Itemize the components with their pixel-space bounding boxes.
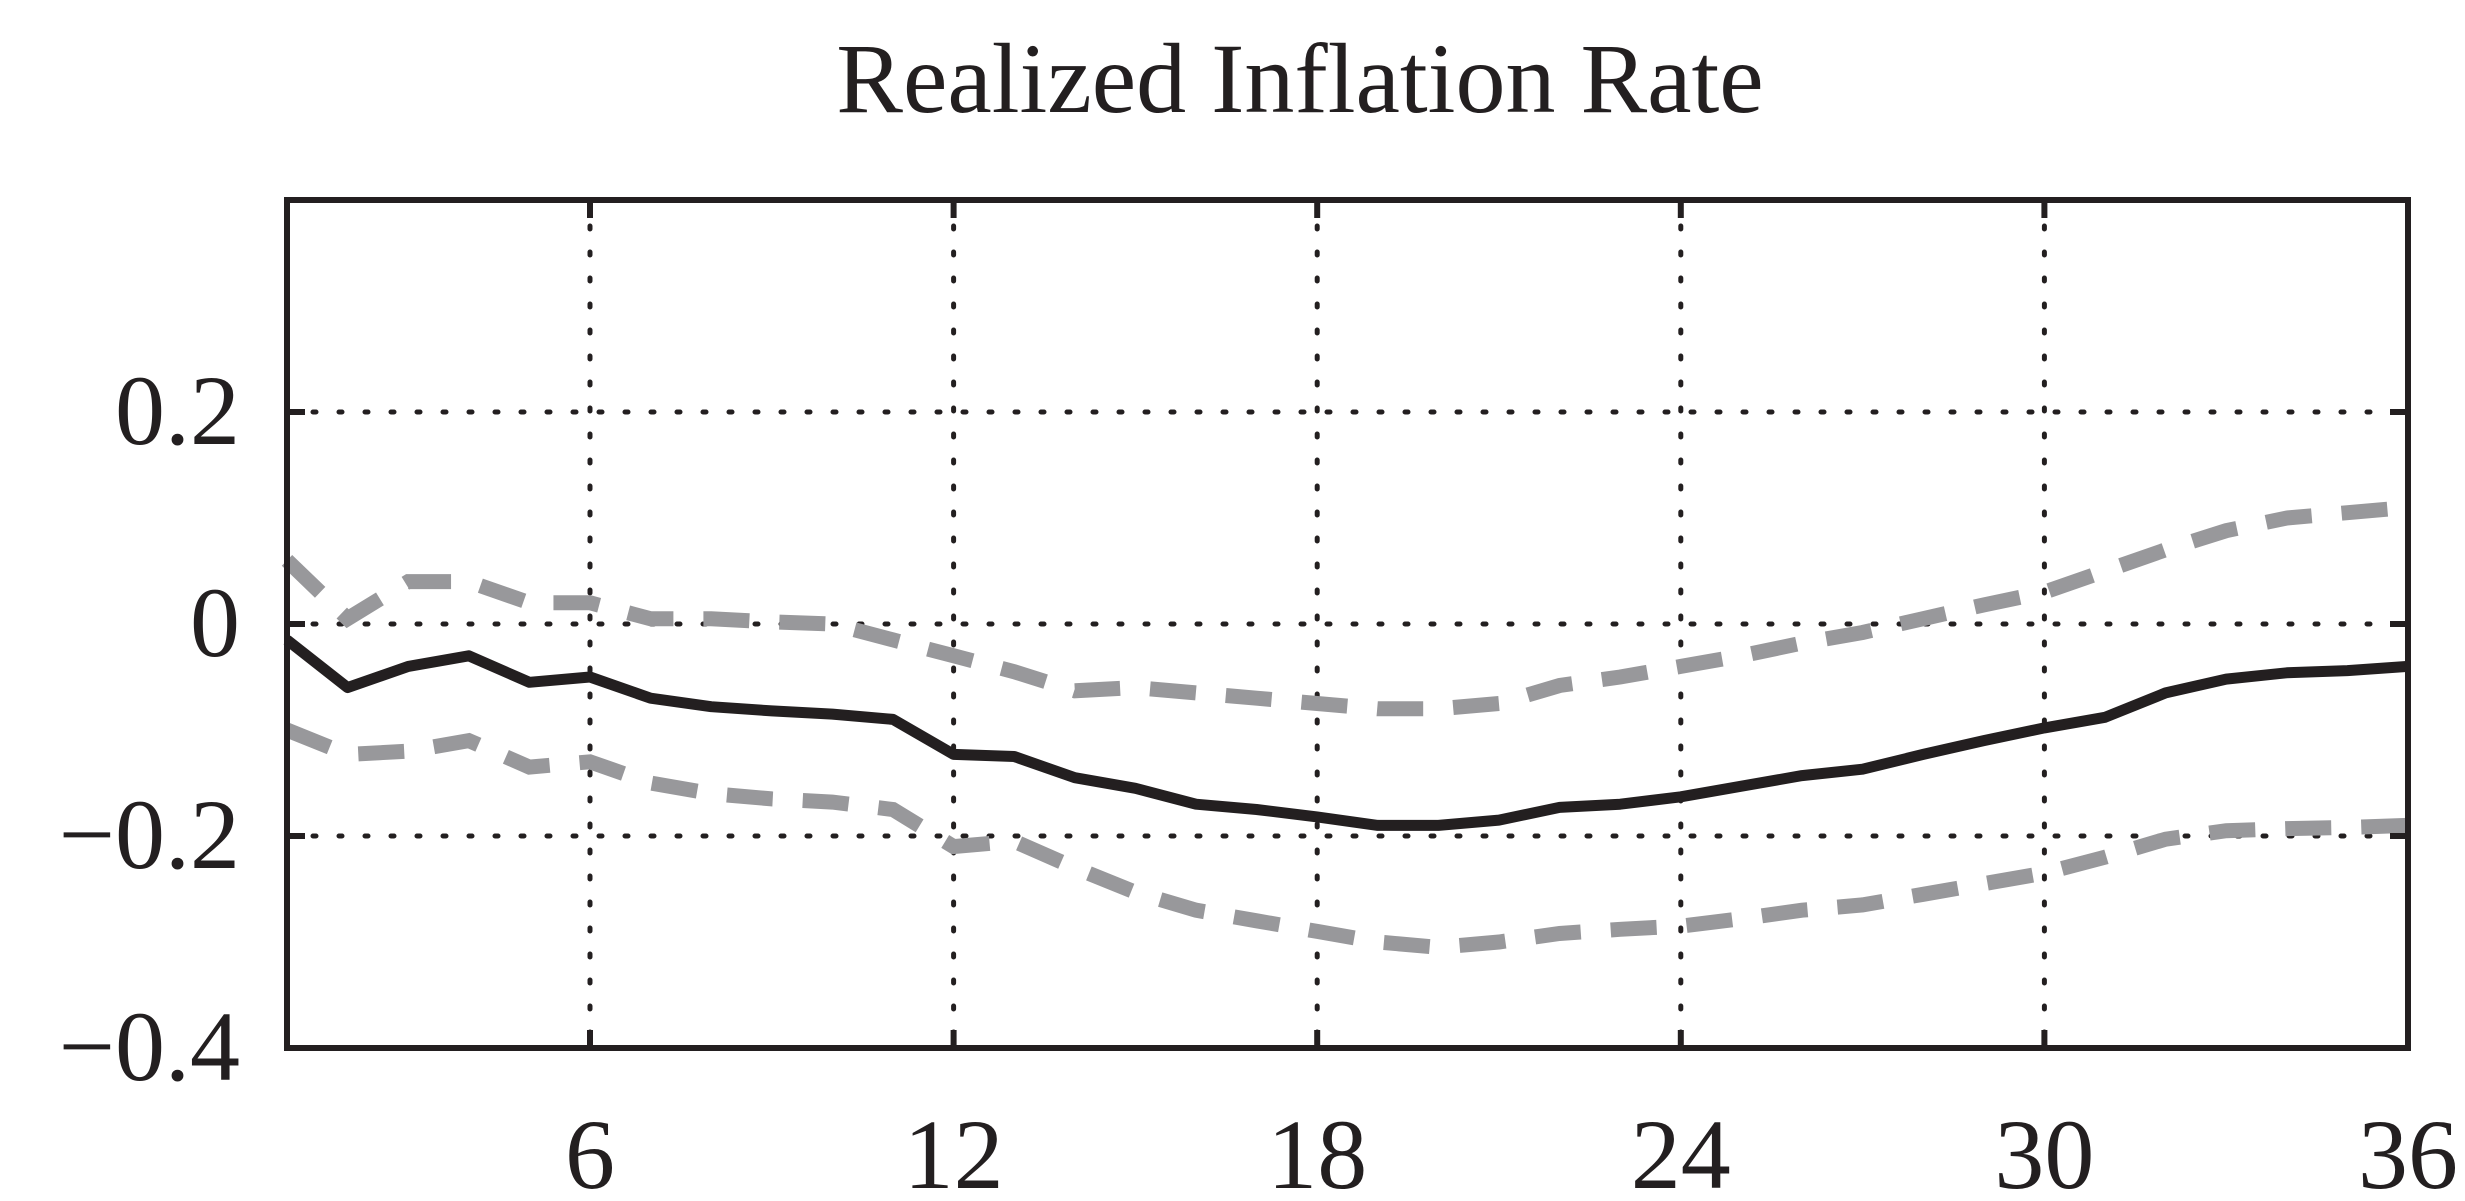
y-tick-label: −0.4 [59,991,240,1102]
series-line-lower-band [284,723,2409,955]
x-tick-label: 12 [904,1099,1004,1201]
chart-title: Realized Inflation Rate [836,23,1763,134]
x-tick-label: 30 [1994,1099,2094,1201]
grid-layer [284,197,2411,1051]
series-line-upper-band [281,499,2409,717]
y-tick-label: 0.2 [115,355,240,466]
x-tick-label: 36 [2358,1099,2458,1201]
series-line-estimate [283,635,2409,831]
y-tick-label: −0.2 [59,779,240,890]
tick-layer: 6 12 18 24 30 36 −0.4 −0.2 0 0.2 [59,200,2458,1201]
y-tick-label: 0 [190,567,240,678]
series-layer [281,499,2409,955]
x-tick-label: 18 [1267,1099,1367,1201]
plot-frame [284,197,2411,1051]
x-tick-label: 6 [565,1099,615,1201]
x-tick-label: 24 [1631,1099,1731,1201]
